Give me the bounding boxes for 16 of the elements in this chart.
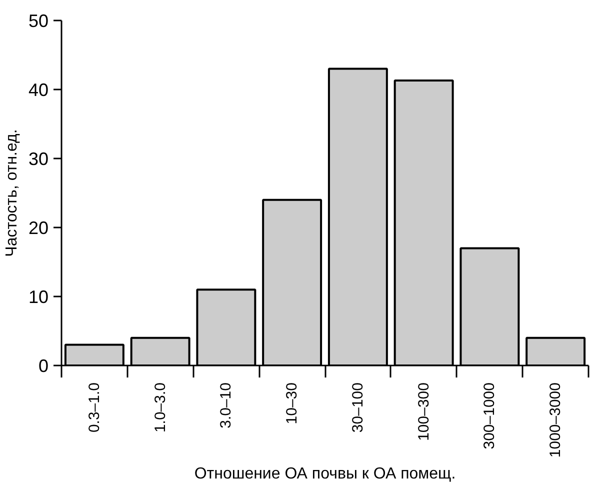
x-tick-label: 100–300 [415, 382, 432, 441]
x-axis-title: Отношение ОА почвы к ОА помещ. [194, 466, 456, 483]
x-tick-label: 1.0–3.0 [152, 382, 169, 433]
x-tick-label: 0.3–1.0 [86, 382, 103, 433]
y-axis-title: Частость, отн.ед. [3, 129, 20, 257]
x-tick-label: 3.0–10 [218, 382, 235, 428]
x-tick-label: 30–100 [349, 382, 366, 433]
y-tick-label: 20 [28, 218, 49, 238]
y-tick-label: 0 [38, 356, 49, 376]
x-tick-label: 10–30 [284, 382, 301, 424]
y-tick-label: 40 [28, 80, 49, 100]
x-tick-label: 300–1000 [481, 382, 498, 450]
y-tick-label: 30 [28, 149, 49, 169]
x-tick-label: 1000–3000 [547, 382, 564, 458]
y-tick-label: 10 [28, 287, 49, 307]
y-tick-label: 50 [28, 11, 49, 31]
